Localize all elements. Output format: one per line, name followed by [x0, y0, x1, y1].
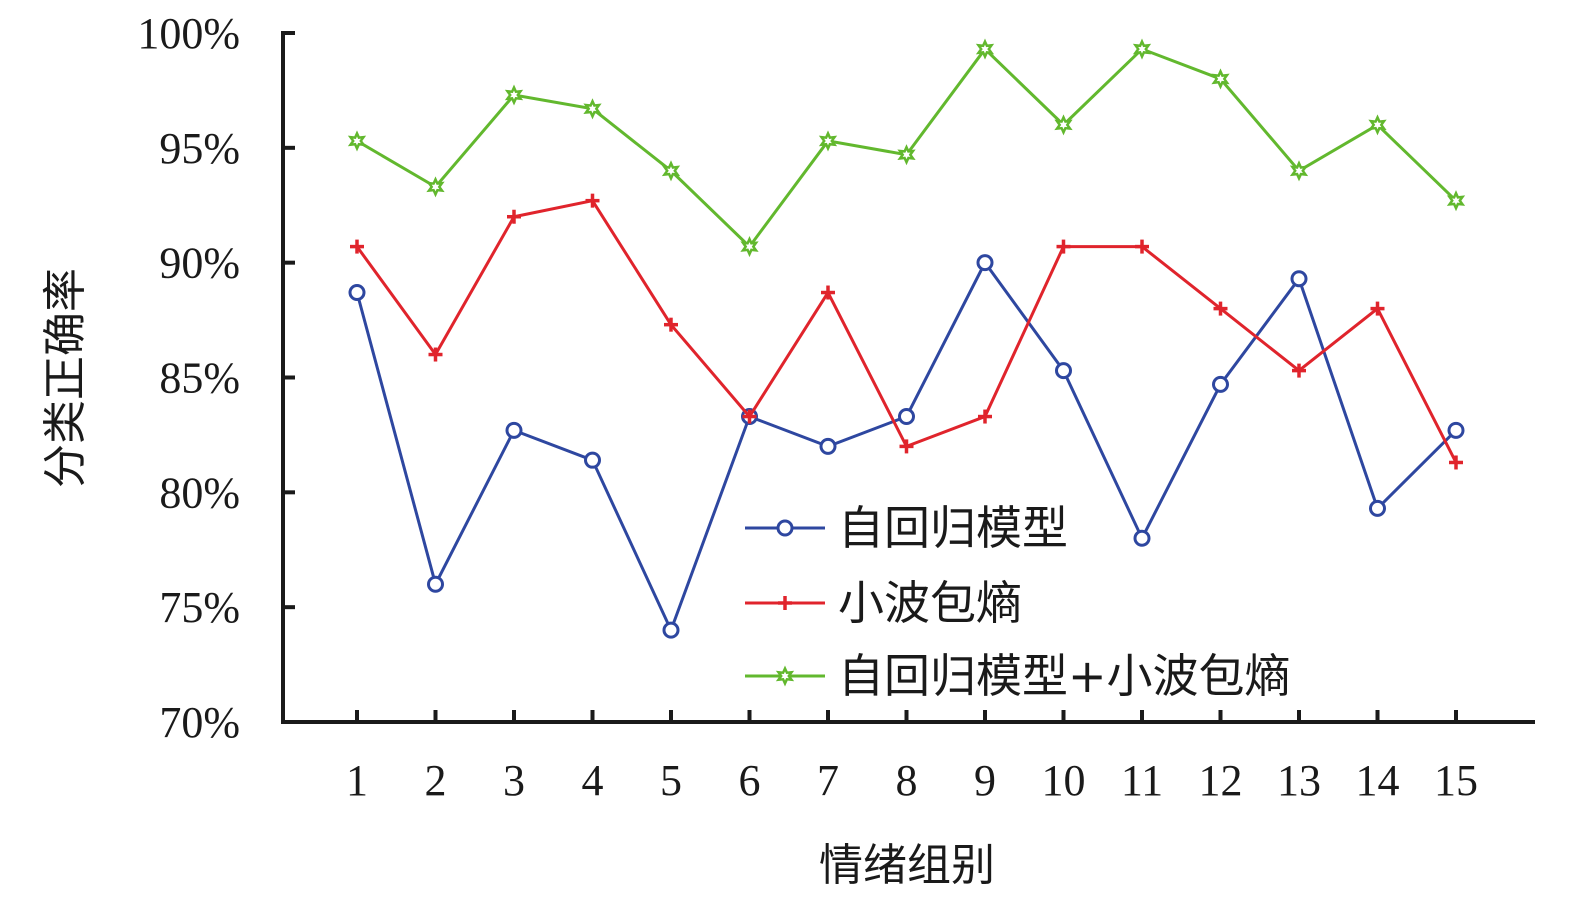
data-point	[1054, 114, 1073, 136]
data-point	[1133, 529, 1151, 547]
x-tick-label: 8	[896, 756, 918, 805]
data-point	[976, 254, 994, 272]
x-tick-label: 10	[1042, 756, 1086, 805]
y-tick-label: 100%	[137, 9, 240, 58]
data-point	[1447, 421, 1465, 439]
x-tick-label: 2	[425, 756, 447, 805]
data-point	[427, 575, 444, 593]
data-point	[584, 451, 601, 469]
x-tick-label: 9	[974, 756, 996, 805]
data-point	[1370, 301, 1385, 316]
data-point	[1368, 114, 1387, 136]
data-point	[1213, 301, 1228, 316]
x-tick-label: 14	[1356, 756, 1400, 805]
legend-entry-3: 自回归模型+小波包熵	[745, 649, 1291, 703]
data-point	[348, 284, 366, 302]
data-point	[899, 439, 914, 454]
x-tick-label: 1	[346, 756, 368, 805]
y-tick-label: 90%	[159, 239, 240, 288]
legend-marker	[778, 596, 792, 610]
data-point	[1446, 190, 1466, 212]
data-point	[583, 98, 602, 120]
y-tick-label: 85%	[159, 354, 240, 403]
data-point	[428, 347, 443, 362]
series-2	[350, 193, 1463, 470]
x-tick-label: 15	[1434, 756, 1478, 805]
legend-label: 自回归模型	[838, 501, 1068, 555]
data-point	[505, 421, 523, 439]
data-point	[1211, 68, 1230, 90]
legend-label: 小波包熵	[838, 576, 1022, 630]
data-point	[1212, 375, 1229, 393]
data-point	[585, 193, 600, 208]
x-tick-label: 5	[660, 756, 682, 805]
data-point	[1449, 455, 1463, 470]
data-point	[1135, 239, 1149, 254]
legend-marker	[775, 665, 795, 687]
data-point	[742, 409, 757, 424]
data-point	[1289, 160, 1309, 182]
data-point	[504, 84, 524, 106]
y-tick-label: 70%	[159, 698, 240, 747]
plot-area: 70%75%80%85%90%95%100%1 2 3 4 5 6 7 8 9 10 11 12 13 1…	[137, 9, 1535, 805]
data-point	[1290, 270, 1308, 288]
data-point	[819, 437, 837, 455]
legend-marker	[776, 519, 794, 537]
y-tick-label: 80%	[159, 468, 240, 517]
legend-entry-2: 小波包熵	[745, 576, 1022, 630]
x-tick-label: 12	[1199, 756, 1243, 805]
x-tick-label: 13	[1277, 756, 1321, 805]
data-point	[978, 409, 992, 424]
series-3	[347, 38, 1466, 258]
y-tick-label: 95%	[159, 124, 240, 173]
data-point	[662, 621, 680, 639]
data-point	[347, 130, 367, 152]
x-tick-label: 6	[739, 756, 761, 805]
x-axis-title: 情绪组别	[819, 840, 995, 891]
data-point	[818, 130, 838, 152]
x-tick-label: 7	[817, 756, 839, 805]
x-tick-label: 11	[1121, 756, 1163, 805]
data-point	[350, 239, 364, 254]
legend-entry-1: 自回归模型	[745, 501, 1068, 555]
data-point	[821, 285, 835, 300]
y-tick-label: 75%	[159, 583, 240, 632]
data-point	[897, 144, 916, 166]
data-point	[1132, 38, 1152, 60]
data-point	[1369, 499, 1386, 517]
data-point	[664, 317, 678, 332]
data-point	[898, 408, 915, 426]
data-point	[661, 160, 681, 182]
x-tick-label: 3	[503, 756, 525, 805]
data-point	[426, 176, 445, 198]
y-axis-title: 分类正确率	[40, 268, 91, 488]
data-point	[975, 38, 995, 60]
data-point	[507, 209, 521, 224]
x-tick-label: 4	[582, 756, 604, 805]
data-point	[740, 236, 759, 258]
data-point	[1292, 363, 1306, 378]
legend-label: 自回归模型+小波包熵	[838, 649, 1291, 703]
data-point	[1056, 239, 1071, 254]
data-point	[1055, 362, 1072, 380]
series-1	[348, 254, 1465, 639]
